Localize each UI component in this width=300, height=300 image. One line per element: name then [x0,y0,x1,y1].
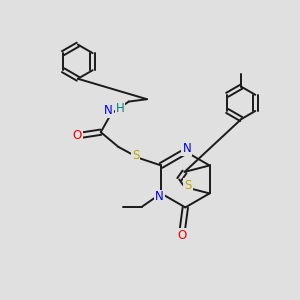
Text: N: N [104,104,113,117]
Text: O: O [73,129,82,142]
Text: S: S [184,179,192,192]
Text: S: S [132,149,139,162]
Text: N: N [155,190,164,203]
Text: O: O [178,229,187,242]
Text: N: N [182,142,191,155]
Text: H: H [116,102,124,115]
